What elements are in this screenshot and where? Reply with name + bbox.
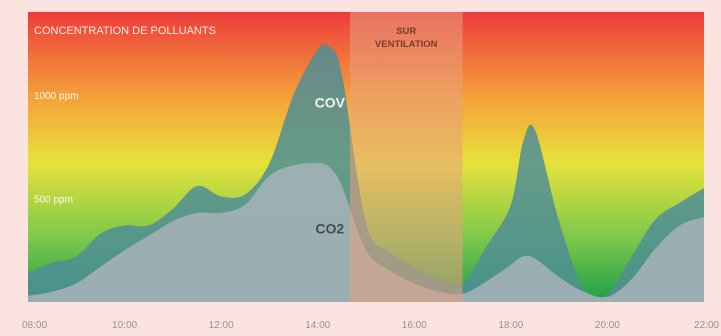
y-tick-label: 1000 ppm — [34, 91, 78, 102]
x-tick-label: 20:00 — [595, 320, 620, 331]
series-label-cov: COV — [315, 94, 346, 110]
x-tick-label: 22:00 — [694, 320, 719, 331]
x-tick-label: 16:00 — [402, 320, 427, 331]
chart-title: CONCENTRATION DE POLLUANTS — [34, 25, 216, 37]
y-tick-label: 500 ppm — [34, 194, 73, 205]
series-labels: CO2 COV — [315, 94, 346, 236]
ventilation-region — [349, 12, 463, 302]
x-tick-label: 08:00 — [22, 320, 47, 331]
x-tick-labels: 08:00 10:00 12:00 14:00 16:00 18:00 20:00 22:00 — [22, 320, 719, 331]
x-tick-label: 18:00 — [498, 320, 523, 331]
x-tick-label: 10:00 — [112, 320, 137, 331]
series-areas — [28, 43, 704, 302]
series-area-co2 — [28, 163, 704, 302]
x-tick-label: 12:00 — [209, 320, 234, 331]
y-tick-labels: 1000 ppm 500 ppm — [34, 91, 78, 206]
series-label-co2: CO2 — [315, 221, 344, 237]
ventilation-annotation: SUR VENTILATION — [375, 26, 438, 50]
x-tick-label: 14:00 — [305, 320, 330, 331]
